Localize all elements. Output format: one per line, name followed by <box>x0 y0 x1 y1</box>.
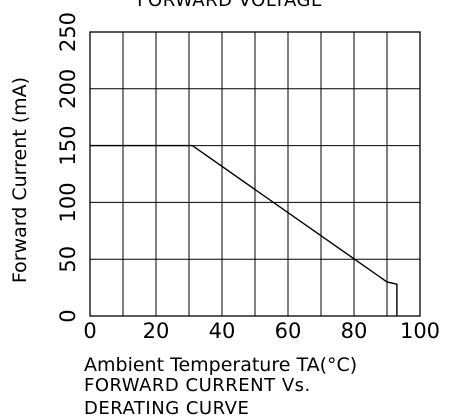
caption-line-1: FORWARD CURRENT Vs. <box>84 375 311 396</box>
tick-labels: 0 20 40 60 80 100 0 50 100 150 200 250 <box>56 12 440 343</box>
x-tick-label: 60 <box>275 319 302 343</box>
x-tick-label: 0 <box>83 319 96 343</box>
plot-grid <box>89 31 421 317</box>
y-tick-label: 150 <box>56 126 80 166</box>
x-axis-label: Ambient Temperature TA(°C) <box>84 354 357 376</box>
y-axis-label: Forward Current (mA) <box>9 77 31 283</box>
series-group <box>90 144 398 316</box>
caption-line-2: DERATING CURVE <box>84 398 249 419</box>
top-title: FORWARD VOLTAGE <box>137 0 323 11</box>
x-tick-label: 80 <box>341 319 368 343</box>
x-tick-label: 100 <box>400 319 440 343</box>
y-tick-label: 250 <box>56 12 80 52</box>
y-tick-label: 0 <box>56 309 80 322</box>
y-tick-label: 100 <box>56 182 80 222</box>
y-tick-label: 50 <box>56 246 80 273</box>
series-line <box>90 144 398 316</box>
x-tick-label: 20 <box>143 319 170 343</box>
y-tick-label: 200 <box>56 69 80 109</box>
x-tick-label: 40 <box>209 319 236 343</box>
